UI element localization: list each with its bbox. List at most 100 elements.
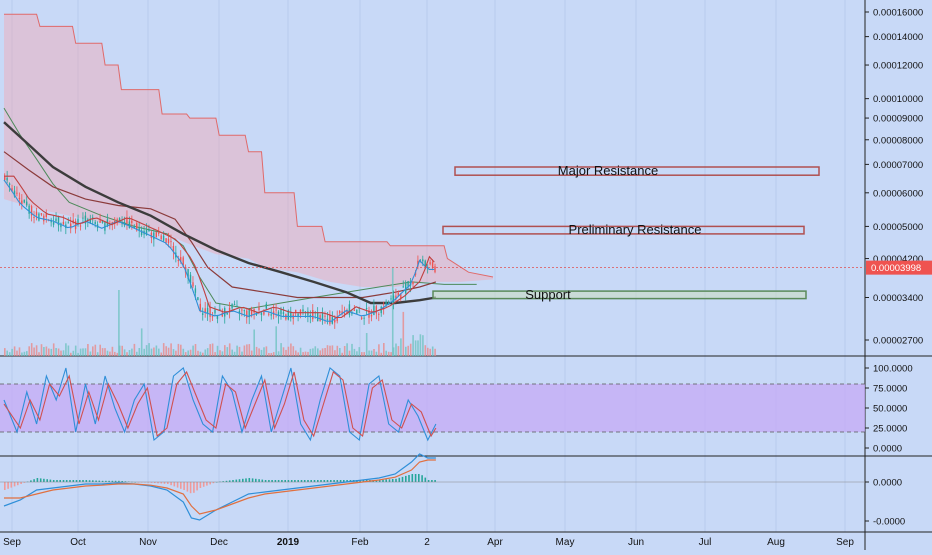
volume-bar [302,352,304,356]
macd-histogram-bar [378,480,381,482]
candle-body [70,223,72,229]
annotation-box-major-resistance[interactable] [454,166,820,176]
volume-bar [6,350,8,356]
price-axis[interactable]: 0.00016000 0.00014000 0.00012000 0.00010000… [865,8,932,528]
volume-bar [339,348,341,356]
volume-bar [128,350,131,356]
volume-bar [268,353,270,356]
candle-body [209,307,211,317]
volume-bar [248,344,251,356]
macd-histogram-bar [180,482,182,489]
macd-tick-label: 0.0000 [873,478,902,489]
volume-bar [365,333,368,356]
volume-bar [409,343,412,356]
macd-histogram-bar [95,480,97,482]
macd-histogram-bar [206,482,208,486]
macd-histogram-bar [242,478,244,482]
macd-histogram-bar [251,478,254,482]
volume-bar [243,345,246,356]
volume-bar [272,352,275,356]
candle-body [4,177,6,180]
volume-bar [57,348,60,356]
volume-bar [189,349,192,356]
macd-histogram-bar [421,475,423,482]
volume-bar [172,349,175,356]
volume-bar [226,347,229,356]
annotation-label: Support [525,287,571,302]
macd-histogram-bar [336,480,339,482]
candle-body [182,257,184,267]
candle-body [72,219,74,223]
candle-body [395,295,397,300]
volume-bar [148,343,150,356]
volume-bar [143,348,145,356]
volume-bar [184,352,187,356]
annotation-box-preliminary-resistance[interactable] [442,225,805,235]
macd-histogram-bar [330,480,332,482]
candle-body [121,223,123,225]
candle-body [155,232,157,237]
macd-histogram-bar [359,480,361,482]
candle-body [378,313,380,315]
macd-histogram-bar [411,474,414,482]
volume-bar [358,347,361,356]
price-pane[interactable]: Major Resistance Preliminary Resistance Su… [0,13,865,356]
macd-histogram-bar [196,482,198,491]
volume-bar [65,343,67,356]
price-tick-label: 0.00008000 [873,135,923,146]
candle-body [304,311,307,313]
volume-bar [419,334,422,356]
time-axis[interactable]: Sep Oct Nov Dec 2019 Feb 2 Apr May Jun Jul Aug Sep [3,537,854,548]
candle-body [265,303,267,309]
volume-bar [348,350,351,356]
macd-histogram-bar [255,478,257,482]
candle-body [167,238,170,243]
volume-bar [216,345,219,356]
volume-bar [297,352,299,356]
candle-body [87,219,89,221]
macd-histogram-bar [36,478,39,482]
volume-bar [370,350,373,356]
volume-bar [319,350,321,356]
candle-body [62,221,65,225]
volume-bar [307,351,309,356]
macd-histogram-bar [167,482,169,484]
stoch-tick-label: 75.0000 [873,384,907,395]
candle-body [361,317,363,319]
volume-bar [402,311,405,356]
volume-bar [84,348,87,356]
candle-body [317,312,319,322]
candle-body [417,260,419,267]
macd-histogram-bar [228,480,231,482]
volume-bar [214,352,216,356]
volume-bar [405,346,407,356]
macd-histogram-bar [339,480,342,482]
candle-body [365,308,368,309]
volume-bar [285,349,287,356]
candle-body [158,232,160,234]
candle-body [370,315,373,317]
volume-bar [177,343,180,356]
time-label: Jul [699,537,712,548]
volume-bar [131,348,133,356]
candle-body [128,221,131,229]
candle-body [55,218,57,222]
moving-average-long [3,121,437,305]
candle-body [339,311,341,313]
annotation-box-support[interactable] [432,290,807,300]
stochastic-rsi-pane[interactable] [0,367,865,442]
volume-bar [70,352,72,356]
macd-histogram-bar [343,480,345,482]
volume-bar [60,350,62,356]
volume-bar [94,344,97,356]
candle-body [431,262,434,268]
macd-histogram-bar [4,482,6,490]
macd-pane[interactable] [0,453,865,521]
volume-bar [123,349,126,356]
volume-bar [236,345,238,356]
candle-body [133,225,135,228]
volume-bar [250,350,253,356]
macd-histogram-bar [294,480,296,482]
